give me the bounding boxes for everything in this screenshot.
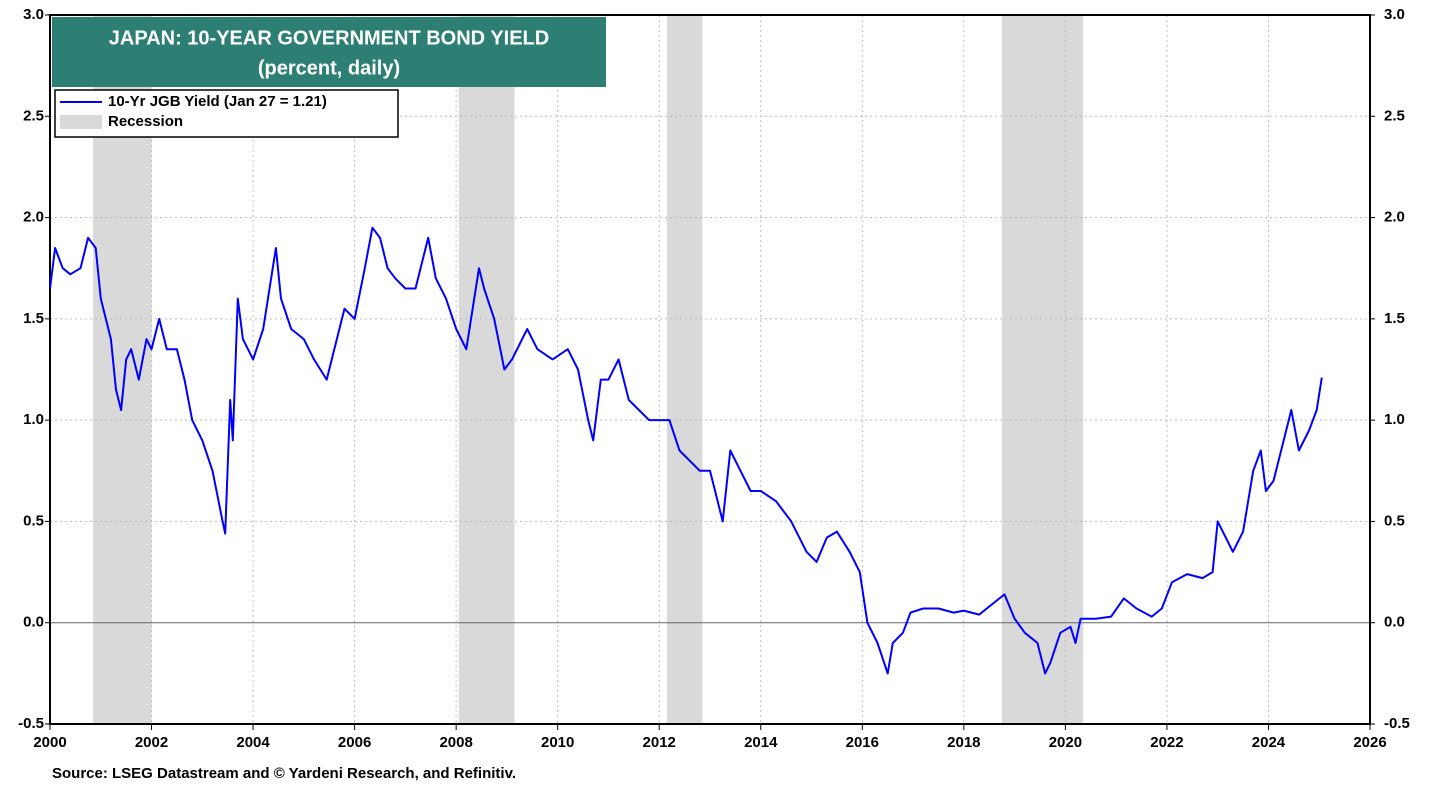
x-tick-label: 2002 xyxy=(135,734,168,751)
yield-line xyxy=(49,226,1323,675)
x-tick-label: 2008 xyxy=(439,734,472,751)
y-tick-label: 0.0 xyxy=(23,614,44,631)
y-tick-label: 2.0 xyxy=(23,209,44,226)
source-note: Source: LSEG Datastream and © Yardeni Re… xyxy=(52,765,516,782)
y-tick-label: 2.5 xyxy=(23,107,44,124)
y-tick-label: -0.5 xyxy=(1384,715,1410,732)
x-tick-label: 2020 xyxy=(1049,734,1082,751)
y-tick-label: 1.0 xyxy=(1384,411,1405,428)
y-tick-label: 1.5 xyxy=(1384,310,1405,327)
y-tick-label: 1.5 xyxy=(23,310,44,327)
x-tick-label: 2012 xyxy=(643,734,676,751)
recession-band xyxy=(1001,15,1084,724)
legend-box xyxy=(54,89,399,138)
legend-label: 10-Yr JGB Yield (Jan 27 = 1.21) xyxy=(108,93,327,110)
x-tick-label: 2016 xyxy=(846,734,879,751)
plot-frame xyxy=(49,14,1371,725)
y-tick-label: 0.5 xyxy=(1384,512,1405,529)
legend-swatch xyxy=(60,115,102,129)
x-tick-label: 2014 xyxy=(744,734,778,751)
x-tick-label: 2010 xyxy=(541,734,574,751)
x-tick-label: 2004 xyxy=(236,734,270,751)
y-tick-label: 0.0 xyxy=(1384,614,1405,631)
recession-band xyxy=(666,15,703,724)
y-tick-label: -0.5 xyxy=(18,715,44,732)
y-tick-label: 0.5 xyxy=(23,512,44,529)
chart-title: JAPAN: 10-YEAR GOVERNMENT BOND YIELD xyxy=(109,27,549,49)
x-tick-label: 2026 xyxy=(1353,734,1386,751)
title-box xyxy=(52,17,606,87)
y-tick-label: 2.5 xyxy=(1384,107,1405,124)
x-tick-label: 2022 xyxy=(1150,734,1183,751)
y-tick-label: 1.0 xyxy=(23,411,44,428)
x-tick-label: 2000 xyxy=(33,734,66,751)
x-tick-label: 2024 xyxy=(1252,734,1286,751)
legend-label: Recession xyxy=(108,113,183,130)
x-tick-label: 2018 xyxy=(947,734,980,751)
recession-band xyxy=(458,15,515,724)
chart-subtitle: (percent, daily) xyxy=(258,57,400,79)
x-tick-label: 2006 xyxy=(338,734,371,751)
y-tick-label: 2.0 xyxy=(1384,209,1405,226)
y-tick-label: 3.0 xyxy=(23,6,44,23)
y-tick-label: 3.0 xyxy=(1384,6,1405,23)
